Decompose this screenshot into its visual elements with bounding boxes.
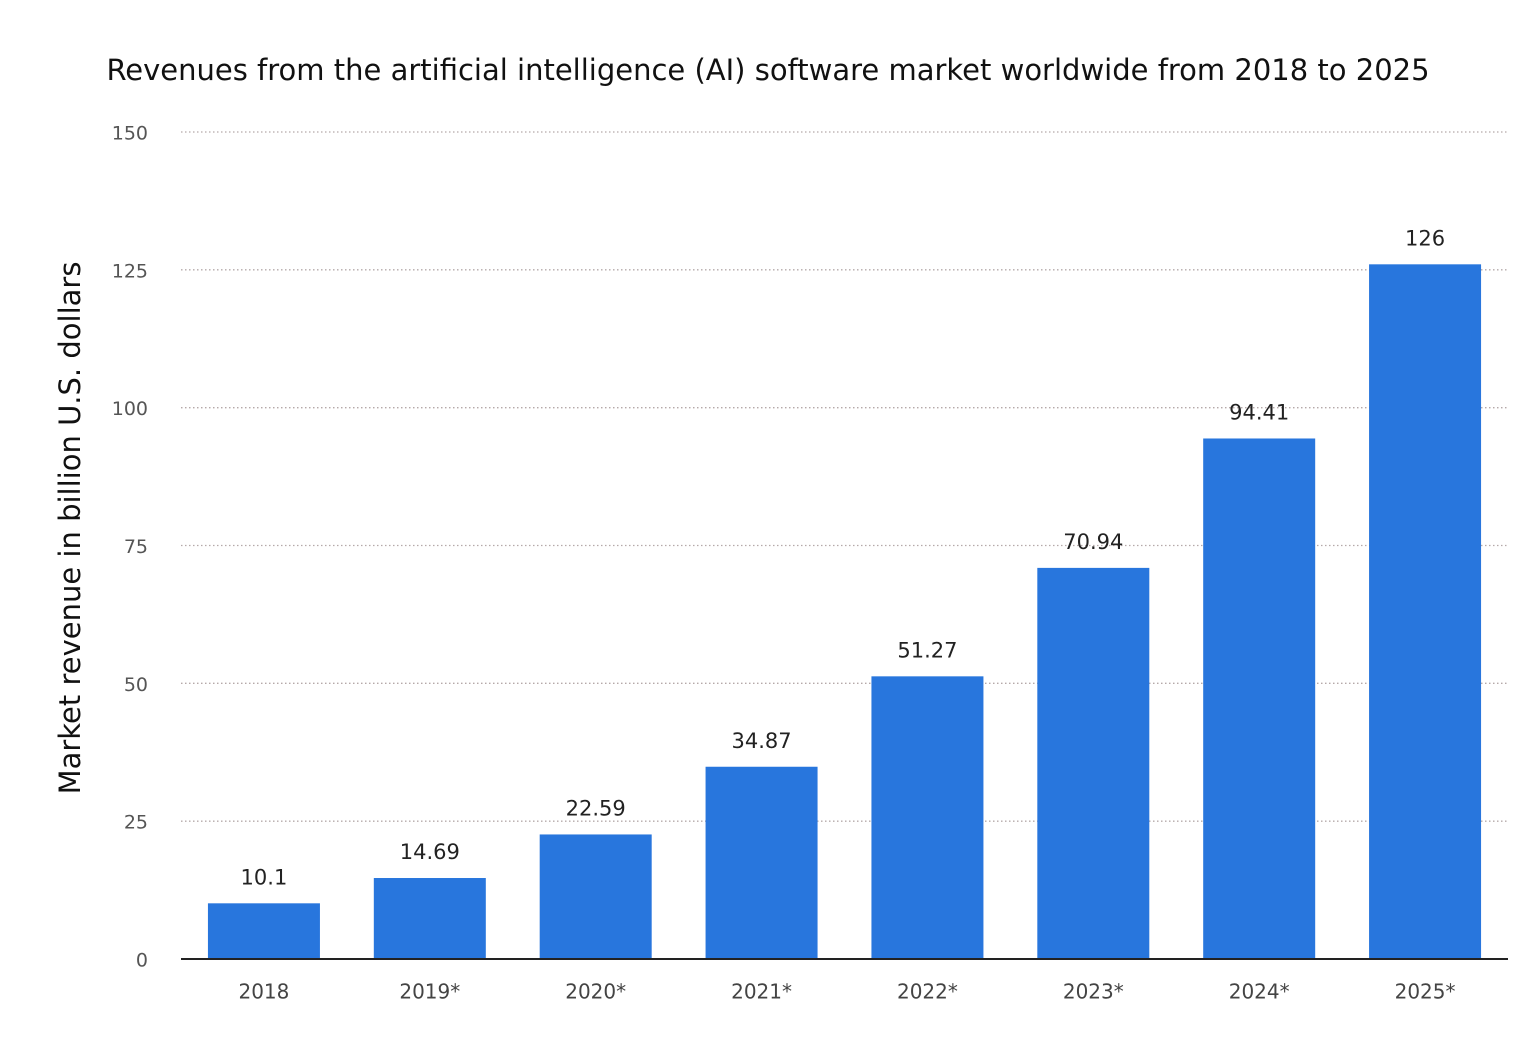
y-tick-label: 75	[124, 536, 148, 558]
x-tick-label: 2024*	[1229, 980, 1290, 1004]
value-label: 126	[1405, 226, 1445, 250]
bar	[871, 676, 984, 959]
value-label: 70.94	[1063, 530, 1123, 554]
y-tick-label: 0	[136, 950, 148, 972]
y-tick-label: 150	[112, 123, 148, 145]
x-tick-label: 2020*	[565, 980, 626, 1004]
x-tick-label: 2023*	[1063, 980, 1124, 1004]
x-tick-label: 2018	[238, 980, 289, 1004]
y-tick-label: 50	[124, 674, 148, 696]
y-tick-label: 25	[124, 812, 148, 834]
x-tick-label: 2019*	[399, 980, 460, 1004]
x-tick-label: 2022*	[897, 980, 958, 1004]
value-label: 14.69	[400, 840, 460, 864]
chart-title: Revenues from the artificial intelligenc…	[106, 53, 1429, 87]
x-tick-label: 2025*	[1395, 980, 1456, 1004]
value-label: 94.41	[1229, 400, 1289, 424]
y-axis-label: Market revenue in billion U.S. dollars	[53, 262, 87, 795]
value-label: 10.1	[241, 865, 288, 889]
y-tick-label: 125	[112, 260, 148, 282]
value-label: 22.59	[566, 796, 626, 820]
bar	[373, 878, 486, 959]
value-label: 34.87	[732, 729, 792, 753]
x-tick-label: 2021*	[731, 980, 792, 1004]
bar	[207, 903, 320, 959]
bar	[1037, 567, 1150, 959]
bar	[539, 834, 652, 959]
value-label: 51.27	[897, 638, 957, 662]
bar	[1203, 438, 1316, 959]
bar	[705, 766, 818, 959]
y-tick-label: 100	[112, 398, 148, 420]
bar	[1369, 264, 1482, 959]
